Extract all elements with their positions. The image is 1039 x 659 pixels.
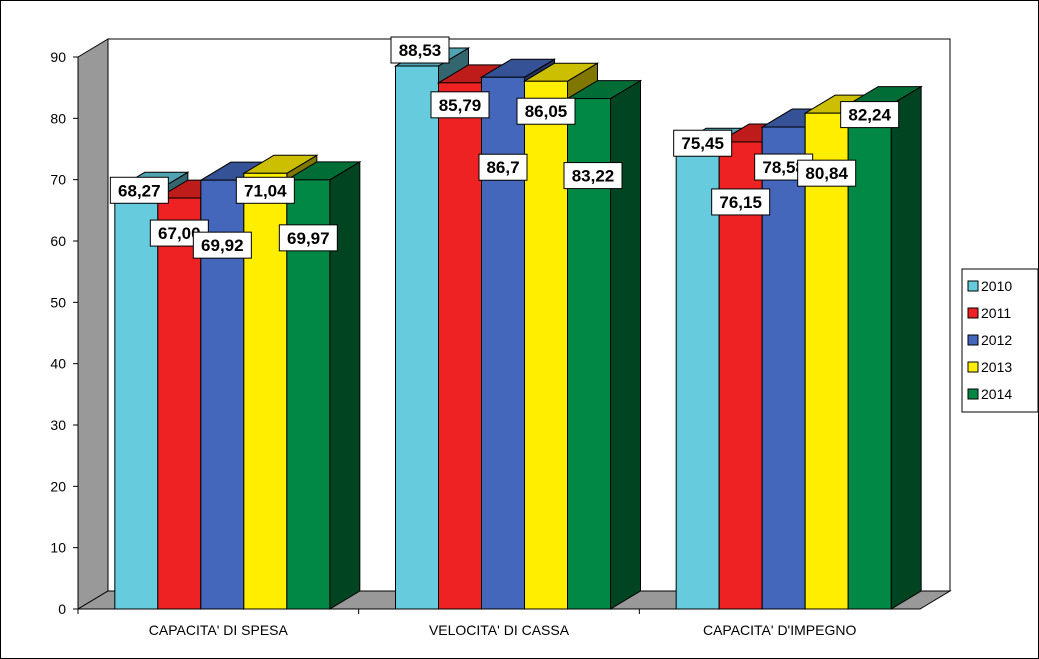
data-label-box bbox=[711, 188, 771, 216]
legend-label: 2014 bbox=[981, 386, 1012, 402]
y-tick-label: 50 bbox=[50, 294, 66, 310]
data-label: 80,84 bbox=[805, 164, 848, 183]
data-label-box bbox=[673, 129, 733, 157]
y-tick-label: 40 bbox=[50, 356, 66, 372]
data-label: 86,05 bbox=[525, 102, 568, 121]
data-label-box bbox=[192, 231, 252, 259]
bar-front bbox=[804, 112, 849, 610]
y-tick-label: 60 bbox=[50, 233, 66, 249]
legend-label: 2013 bbox=[981, 359, 1012, 375]
bar-2014-1 bbox=[565, 79, 643, 610]
y-tick-label: 70 bbox=[50, 172, 66, 188]
legend-swatch bbox=[967, 280, 979, 292]
y-tick-label: 90 bbox=[50, 49, 66, 65]
category-label: VELOCITA' DI CASSA bbox=[429, 622, 570, 638]
category-label: CAPACITA' DI SPESA bbox=[149, 622, 289, 638]
data-label-box bbox=[840, 101, 900, 129]
data-label-box bbox=[478, 153, 528, 181]
data-label: 85,79 bbox=[439, 96, 482, 115]
bar-front bbox=[286, 179, 331, 610]
legend-label: 2011 bbox=[981, 305, 1011, 321]
legend-swatch bbox=[967, 388, 979, 400]
data-label-box bbox=[390, 36, 450, 64]
bar-front bbox=[524, 80, 568, 610]
data-label: 69,92 bbox=[201, 236, 244, 255]
data-label: 75,45 bbox=[681, 134, 724, 153]
side-wall bbox=[77, 38, 109, 610]
bar-front bbox=[438, 82, 482, 610]
bar-front bbox=[114, 189, 159, 610]
y-tick-label: 30 bbox=[50, 417, 66, 433]
legend-swatch bbox=[967, 361, 979, 373]
legend-label: 2010 bbox=[981, 278, 1012, 294]
data-label: 82,24 bbox=[848, 106, 891, 125]
legend-label: 2012 bbox=[981, 332, 1012, 348]
data-label-box bbox=[278, 224, 338, 252]
data-label: 69,97 bbox=[287, 229, 330, 248]
data-label: 71,04 bbox=[244, 181, 287, 200]
bar-front bbox=[718, 141, 763, 610]
data-label: 83,22 bbox=[572, 167, 615, 186]
bar-2014-0 bbox=[285, 160, 362, 610]
data-label-box bbox=[797, 159, 857, 187]
data-label-box bbox=[430, 91, 490, 119]
data-label: 78,58 bbox=[762, 158, 805, 177]
bar-front bbox=[675, 145, 720, 610]
data-label: 76,15 bbox=[719, 193, 762, 212]
bar-side bbox=[890, 85, 922, 610]
data-label-box bbox=[516, 97, 576, 125]
bar-front bbox=[395, 65, 439, 610]
y-tick-label: 10 bbox=[50, 540, 66, 556]
data-label-box bbox=[109, 176, 169, 204]
data-label-box bbox=[235, 176, 295, 204]
legend-swatch bbox=[967, 307, 979, 319]
y-tick-label: 80 bbox=[50, 110, 66, 126]
data-label: 68,27 bbox=[118, 181, 161, 200]
y-tick-label: 20 bbox=[50, 478, 66, 494]
category-label: CAPACITA' D'IMPEGNO bbox=[703, 622, 857, 638]
data-label: 86,7 bbox=[486, 158, 519, 177]
bar-front bbox=[847, 104, 892, 610]
data-label: 88,53 bbox=[399, 41, 442, 60]
bar-side bbox=[610, 79, 641, 610]
bar-front bbox=[157, 197, 202, 610]
data-label-box bbox=[563, 162, 623, 190]
data-label: 67,00 bbox=[158, 224, 201, 243]
bar-2014-2 bbox=[846, 85, 923, 610]
legend-swatch bbox=[967, 334, 979, 346]
y-tick-label: 0 bbox=[58, 601, 66, 617]
